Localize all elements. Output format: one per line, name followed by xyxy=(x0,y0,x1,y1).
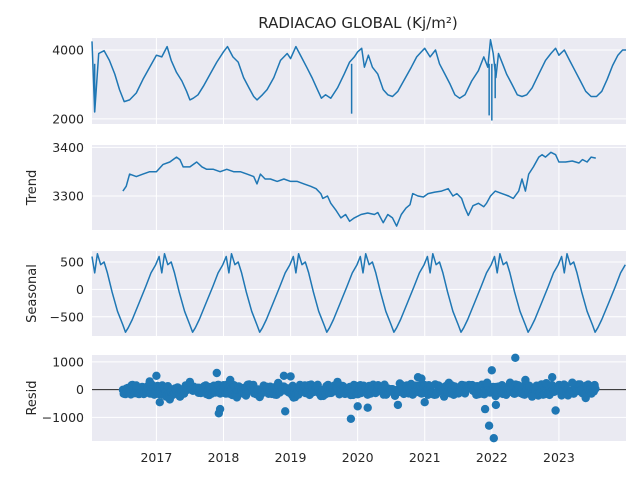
resid-point xyxy=(226,375,235,385)
trend-axis-label: Trend xyxy=(25,170,40,207)
resid-point xyxy=(568,378,577,387)
resid-point xyxy=(482,378,492,387)
resid-point xyxy=(165,395,174,404)
resid-point xyxy=(333,377,342,387)
y-tick-label: 1000 xyxy=(52,354,84,369)
resid-point xyxy=(281,407,290,416)
resid-point xyxy=(232,393,242,402)
resid-point xyxy=(286,372,295,381)
resid-point xyxy=(420,398,429,407)
resid-point xyxy=(521,375,530,385)
resid-point xyxy=(417,374,426,383)
resid-point xyxy=(185,377,195,387)
resid-point xyxy=(480,404,490,414)
x-tick-label: 2021 xyxy=(409,450,441,465)
trend-plot-area xyxy=(92,145,626,230)
resid-point xyxy=(132,381,141,390)
y-tick-label: −1000 xyxy=(42,410,84,425)
resid-point xyxy=(581,393,590,403)
resid-point xyxy=(212,368,221,378)
x-tick-label: 2022 xyxy=(476,450,508,465)
x-tick-label: 2023 xyxy=(543,450,575,465)
observed-panel: 2000 4000 xyxy=(52,38,626,126)
seasonal-plot-area xyxy=(92,251,626,336)
y-tick-label: 0 xyxy=(76,282,84,297)
seasonal-series-line xyxy=(91,252,626,333)
trend-series-line xyxy=(122,151,596,227)
resid-point xyxy=(363,403,372,412)
y-tick-label: −500 xyxy=(50,309,84,324)
resid-point xyxy=(489,434,498,443)
trend-panel: 3300 3400 Trend xyxy=(25,140,626,230)
seasonal-axis-label: Seasonal xyxy=(25,264,40,323)
seasonal-panel: 500 0 −500 Seasonal xyxy=(25,251,626,336)
y-tick-label: 3300 xyxy=(52,189,84,204)
y-tick-label: 500 xyxy=(60,254,84,269)
resid-point xyxy=(353,402,362,411)
resid-point xyxy=(155,398,164,407)
resid-point xyxy=(491,400,501,410)
x-axis-tick-labels: 2017 2018 2019 2020 2021 2022 2023 xyxy=(140,450,574,465)
x-tick-label: 2020 xyxy=(342,450,374,465)
x-tick-label: 2018 xyxy=(208,450,240,465)
resid-point xyxy=(551,406,560,415)
y-tick-label: 3400 xyxy=(52,140,84,155)
chart-title: RADIACAO GLOBAL (Kj/m²) xyxy=(258,14,457,32)
observed-plot-area xyxy=(92,38,626,124)
resid-point xyxy=(527,392,537,401)
observed-series-line xyxy=(91,38,626,113)
x-tick-label: 2017 xyxy=(140,450,172,465)
resid-point xyxy=(346,414,356,423)
resid-point xyxy=(393,400,403,410)
x-tick-label: 2019 xyxy=(275,450,307,465)
resid-axis-label: Resid xyxy=(25,380,40,415)
resid-point xyxy=(145,377,154,386)
resid-point xyxy=(487,366,496,375)
y-tick-label: 4000 xyxy=(52,43,84,58)
resid-point xyxy=(548,373,557,382)
y-tick-label: 2000 xyxy=(52,111,84,126)
resid-point xyxy=(279,371,289,380)
resid-point xyxy=(511,353,520,362)
resid-point xyxy=(484,421,494,430)
y-tick-label: 0 xyxy=(76,382,84,397)
resid-point xyxy=(215,404,225,414)
resid-point xyxy=(152,371,161,380)
resid-point xyxy=(591,384,600,393)
